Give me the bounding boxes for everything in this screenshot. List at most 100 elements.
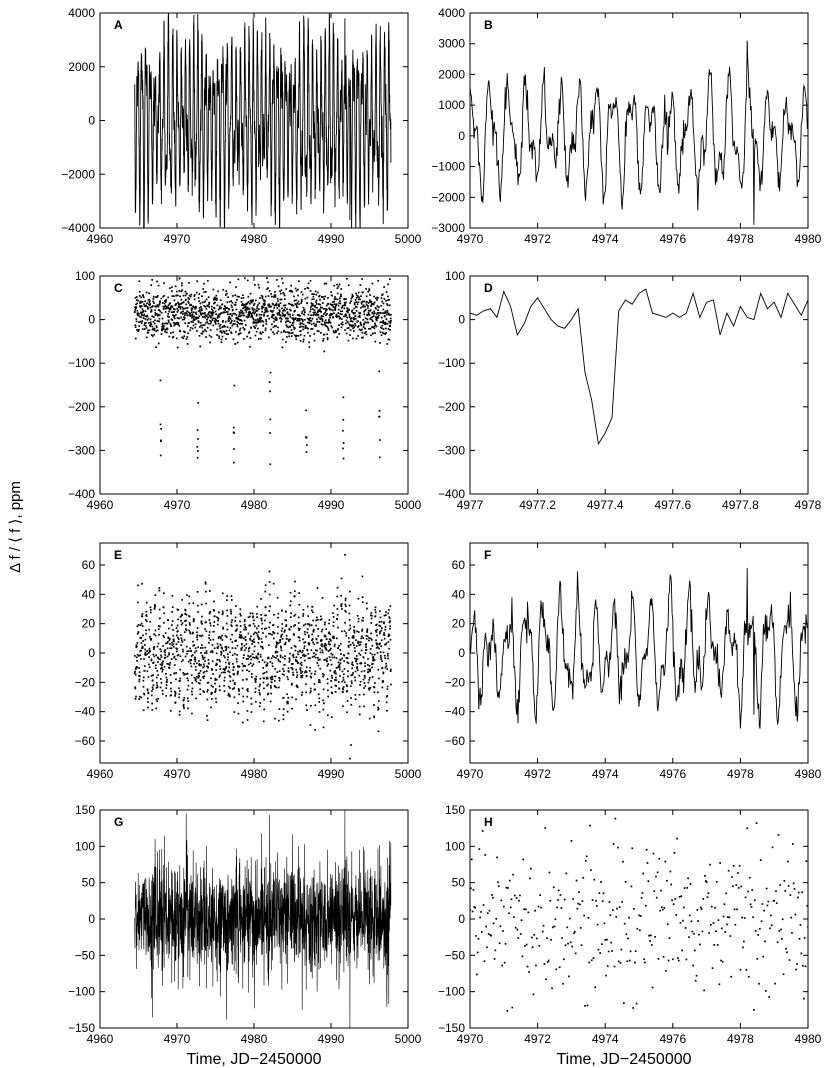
data-point [365, 634, 368, 637]
data-point [322, 726, 325, 729]
data-point [343, 298, 346, 300]
data-point [296, 306, 299, 309]
data-point [497, 885, 500, 887]
data-point [287, 317, 289, 320]
data-point [153, 648, 155, 650]
data-point [302, 320, 304, 322]
data-point [201, 644, 203, 646]
data-point [190, 655, 193, 657]
data-point [254, 327, 257, 329]
data-point [222, 628, 224, 630]
data-point [252, 640, 255, 643]
data-point [249, 311, 252, 314]
data-point [158, 303, 161, 306]
data-point [252, 310, 255, 312]
data-point [172, 638, 175, 641]
data-point [343, 673, 345, 676]
data-point [311, 298, 313, 301]
data-point [357, 335, 359, 337]
data-point [289, 616, 292, 618]
data-point [252, 623, 255, 625]
data-point [266, 310, 269, 312]
data-point [261, 622, 264, 625]
data-point [241, 669, 244, 672]
data-point [342, 688, 345, 691]
data-point [646, 862, 649, 864]
data-point [311, 656, 314, 658]
data-point [484, 854, 487, 856]
data-point [352, 327, 354, 330]
data-point [275, 325, 277, 328]
data-point [242, 304, 245, 306]
data-point [136, 666, 138, 669]
data-point [326, 325, 329, 328]
data-point [176, 654, 179, 657]
data-point [153, 329, 156, 331]
data-point [300, 330, 302, 332]
data-point [776, 941, 779, 944]
data-point [253, 638, 255, 641]
data-point [176, 650, 178, 653]
data-point [284, 619, 287, 622]
data-point [264, 628, 266, 630]
data-point [780, 928, 782, 931]
data-point [193, 676, 196, 679]
data-point [503, 905, 505, 908]
data-point [348, 637, 350, 639]
data-point [373, 691, 376, 694]
data-point [237, 321, 239, 324]
data-point [290, 335, 293, 337]
data-point [368, 717, 371, 720]
data-point [341, 323, 344, 326]
data-point [275, 657, 277, 659]
data-point [198, 335, 201, 337]
series-D [470, 288, 808, 446]
data-point [237, 702, 239, 704]
data-point [652, 852, 655, 855]
data-point [156, 684, 158, 687]
data-point [174, 322, 177, 325]
data-point [171, 611, 173, 613]
data-point [348, 640, 350, 643]
data-point [313, 652, 315, 654]
data-point [508, 912, 510, 915]
data-point [386, 685, 389, 688]
data-point [373, 659, 376, 661]
data-point [159, 379, 162, 382]
data-point [281, 627, 284, 630]
data-point [225, 649, 227, 652]
data-point [370, 334, 372, 337]
data-point [237, 315, 240, 318]
data-point [140, 658, 142, 660]
data-point [162, 327, 165, 329]
data-point [172, 335, 175, 338]
data-point [380, 327, 383, 329]
data-point [315, 303, 318, 305]
data-point [154, 667, 157, 670]
data-point [172, 321, 175, 324]
data-point [183, 699, 185, 701]
data-point [366, 629, 369, 632]
data-point [229, 651, 231, 654]
data-point [202, 666, 204, 669]
data-point [238, 665, 241, 668]
data-point [796, 963, 798, 965]
data-point [292, 314, 294, 316]
data-point [375, 316, 378, 319]
data-point [333, 604, 335, 607]
data-point [231, 306, 233, 309]
data-point [340, 288, 343, 290]
data-point [312, 619, 314, 622]
data-point [366, 314, 369, 317]
data-point [616, 907, 618, 910]
data-point [610, 941, 612, 944]
data-point [218, 337, 221, 339]
data-point [552, 886, 555, 889]
data-point [204, 628, 206, 630]
data-point [198, 293, 201, 295]
data-point [317, 330, 320, 333]
x-tick-label: 4990 [318, 767, 345, 781]
data-point [338, 333, 341, 335]
data-point [344, 329, 346, 331]
